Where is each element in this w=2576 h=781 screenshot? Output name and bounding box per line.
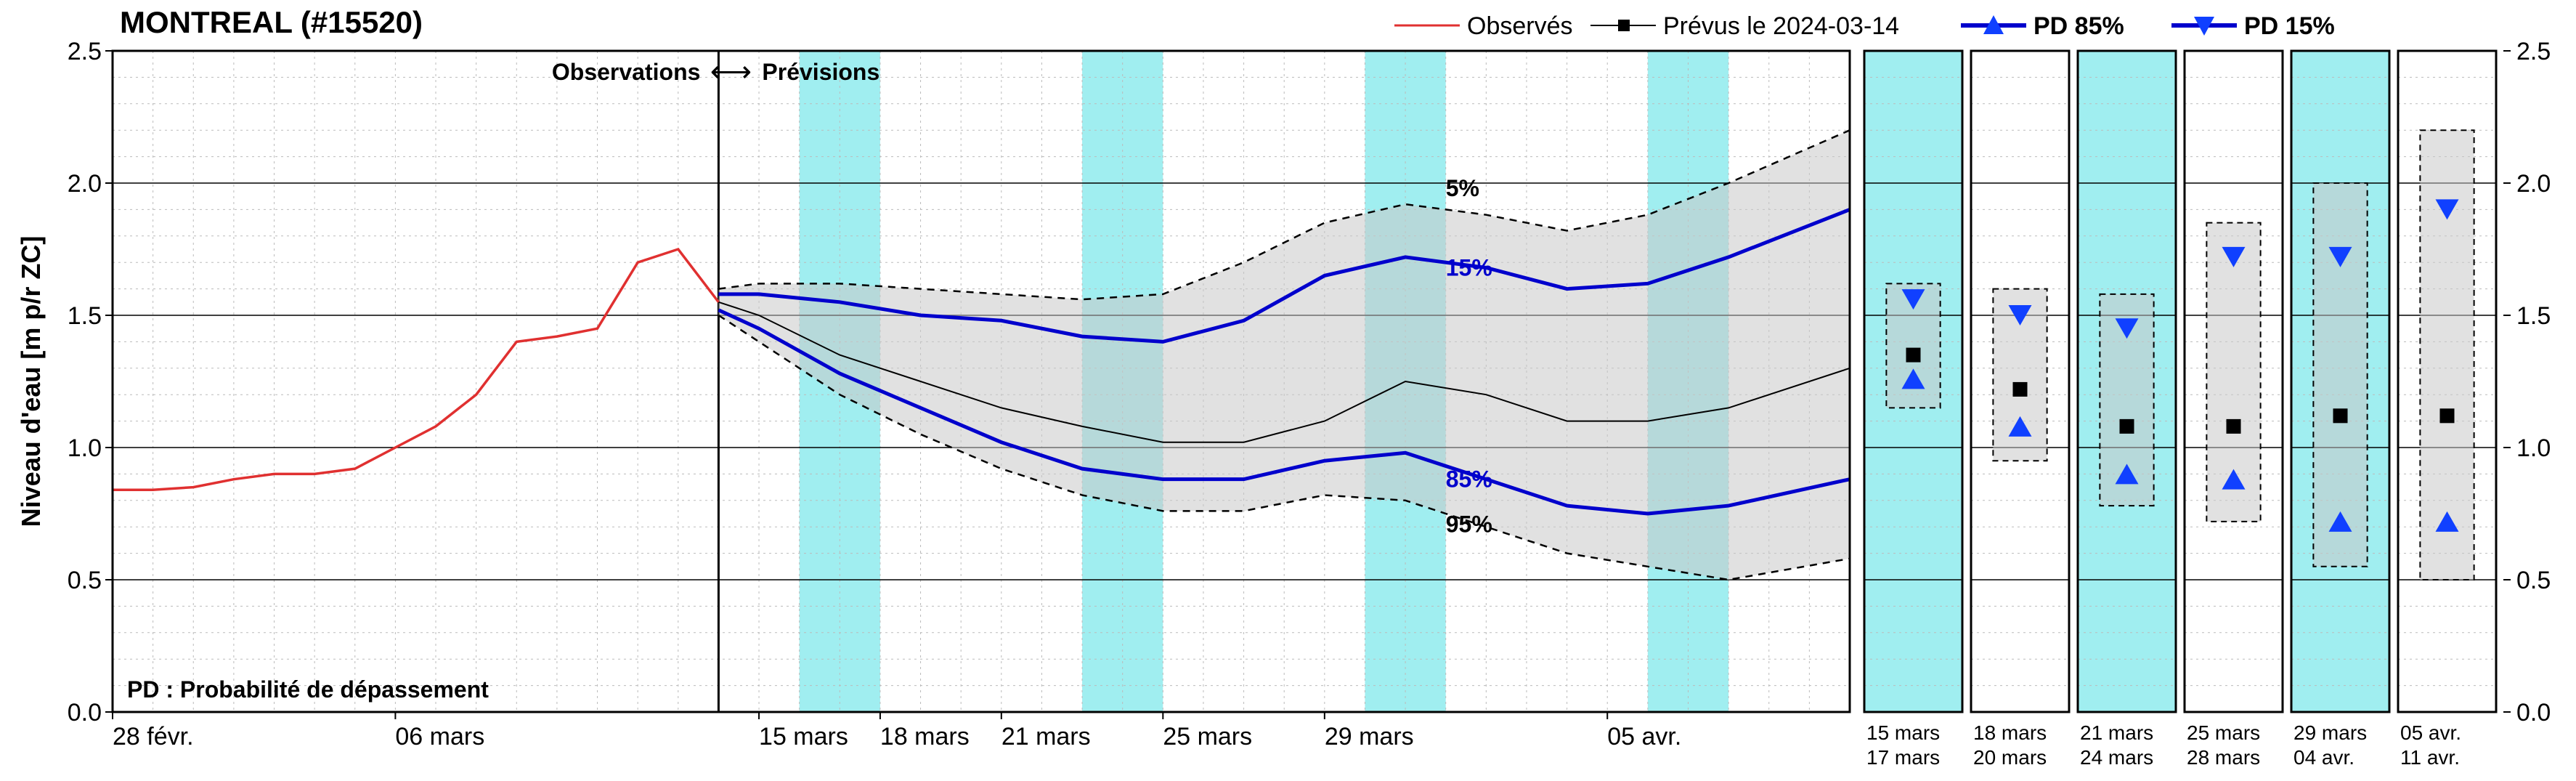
panel-median-marker — [2013, 382, 2028, 397]
percent-label: 95% — [1446, 511, 1492, 537]
panel-median-marker — [1906, 348, 1921, 363]
chart-title: MONTREAL (#15520) — [120, 5, 423, 39]
summary-panel: 05 avr.11 avr. — [2398, 51, 2496, 769]
x-tick-label: 15 mars — [759, 723, 848, 750]
panel-date-top: 29 mars — [2293, 721, 2367, 744]
previsions-label: Prévisions — [762, 59, 879, 85]
summary-panel: 18 mars20 mars — [1971, 51, 2069, 769]
y-tick-label-right: 0.5 — [2516, 567, 2551, 594]
legend-observed-label: Observés — [1467, 12, 1573, 40]
panel-median-marker — [2440, 408, 2455, 423]
x-tick-label: 05 avr. — [1607, 723, 1681, 750]
panel-median-marker — [2120, 419, 2134, 434]
panel-date-bottom: 24 mars — [2080, 746, 2153, 769]
panel-date-bottom: 11 avr. — [2400, 746, 2460, 769]
panel-median-marker — [2333, 408, 2348, 423]
legend-pd15-label: PD 15% — [2244, 12, 2335, 40]
panel-date-top: 18 mars — [1973, 721, 2047, 744]
y-tick-label-right: 2.5 — [2516, 38, 2551, 65]
percent-label: 85% — [1446, 466, 1492, 493]
panel-date-top: 05 avr. — [2400, 721, 2461, 744]
panel-date-top: 25 mars — [2187, 721, 2260, 744]
main-plot: 5% 15% 85% 95% Observations Prévisions ⟷ PD : P… — [113, 51, 1850, 712]
y-axis-label: Niveau d'eau [m p/r ZC] — [16, 236, 46, 527]
panel-confidence-box — [2313, 183, 2367, 567]
x-tick-label: 06 mars — [395, 723, 484, 750]
percent-label: 15% — [1446, 254, 1492, 280]
y-tick-label: 0.5 — [68, 567, 102, 594]
y-tick-label-right: 2.0 — [2516, 170, 2551, 198]
obs-fcst-arrow-icon: ⟷ — [710, 56, 752, 88]
panel-date-top: 21 mars — [2080, 721, 2153, 744]
panel-date-top: 15 mars — [1866, 721, 1940, 744]
y-tick-label: 1.0 — [68, 434, 102, 462]
x-tick-label: 28 févr. — [113, 723, 194, 750]
summary-panel: 25 mars28 mars — [2185, 51, 2283, 769]
observations-label: Observations — [552, 59, 701, 85]
y-tick-label: 2.5 — [68, 38, 102, 65]
panel-date-bottom: 17 mars — [1866, 746, 1940, 769]
panel-date-bottom: 28 mars — [2187, 746, 2260, 769]
x-tick-label: 18 mars — [880, 723, 970, 750]
summary-panel: 29 mars04 avr. — [2291, 51, 2389, 769]
panel-date-bottom: 04 avr. — [2293, 746, 2354, 769]
legend-pd85-label: PD 85% — [2033, 12, 2124, 40]
y-tick-label-right: 1.0 — [2516, 434, 2551, 462]
y-tick-label-right: 1.5 — [2516, 302, 2551, 330]
legend-forecast-marker — [1618, 20, 1630, 31]
summary-panel: 15 mars17 mars — [1864, 51, 1962, 769]
x-tick-label: 29 mars — [1325, 723, 1414, 750]
y-tick-label: 2.0 — [68, 170, 102, 198]
summary-panel: 21 mars24 mars — [2078, 51, 2176, 769]
x-tick-label: 21 mars — [1001, 723, 1091, 750]
panel-date-bottom: 20 mars — [1973, 746, 2047, 769]
y-tick-label-right: 0.0 — [2516, 699, 2551, 727]
legend-forecast-label: Prévus le 2024-03-14 — [1663, 12, 1899, 40]
y-tick-label: 0.0 — [68, 699, 102, 727]
water-level-forecast-figure: Observés Prévus le 2024-03-14 PD 85% PD 15%… — [0, 0, 2576, 781]
y-tick-label: 1.5 — [68, 302, 102, 330]
panel-median-marker — [2227, 419, 2241, 434]
percent-label: 5% — [1446, 175, 1479, 201]
pd-footnote: PD : Probabilité de dépassement — [127, 676, 489, 703]
x-tick-label: 25 mars — [1163, 723, 1252, 750]
